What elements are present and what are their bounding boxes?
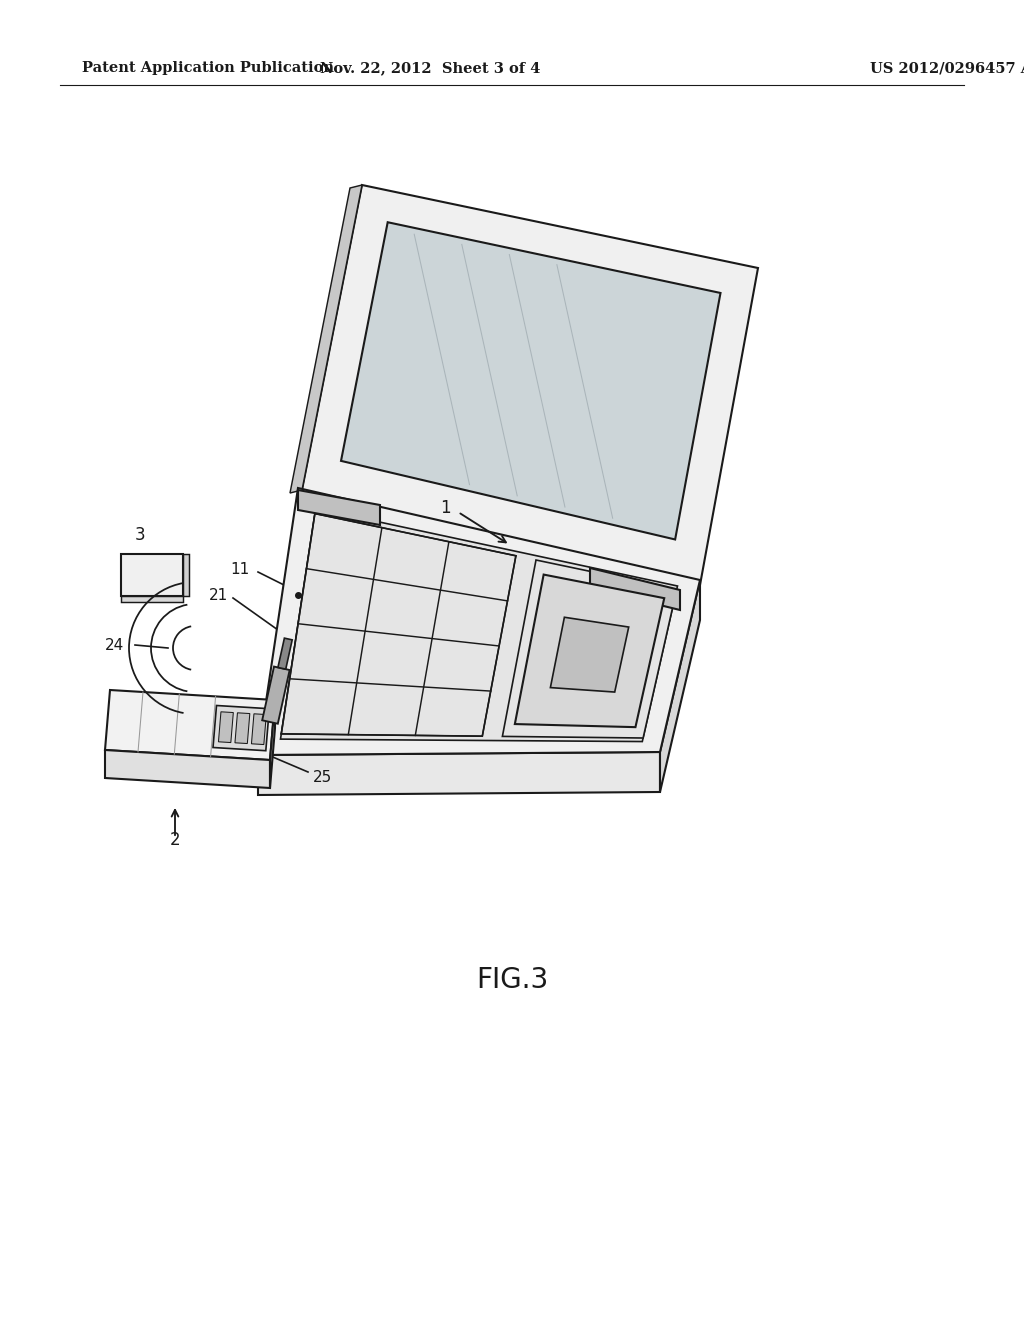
Polygon shape (503, 560, 677, 738)
Polygon shape (121, 554, 183, 597)
Polygon shape (262, 667, 290, 723)
Polygon shape (213, 705, 269, 751)
Polygon shape (258, 488, 700, 755)
Polygon shape (183, 554, 189, 597)
Polygon shape (302, 185, 758, 585)
Polygon shape (252, 714, 266, 744)
Polygon shape (281, 508, 678, 742)
Text: FIG.3: FIG.3 (476, 966, 548, 994)
Text: 24: 24 (105, 638, 125, 652)
Polygon shape (105, 750, 270, 788)
Text: 1: 1 (439, 499, 451, 517)
Text: 25: 25 (312, 771, 332, 785)
Text: US 2012/0296457 A1: US 2012/0296457 A1 (870, 61, 1024, 75)
Text: Nov. 22, 2012  Sheet 3 of 4: Nov. 22, 2012 Sheet 3 of 4 (319, 61, 541, 75)
Text: 2: 2 (170, 832, 180, 849)
Text: Patent Application Publication: Patent Application Publication (82, 61, 334, 75)
Polygon shape (290, 185, 362, 492)
Polygon shape (258, 752, 660, 795)
Polygon shape (270, 700, 275, 788)
Polygon shape (341, 222, 721, 540)
Polygon shape (660, 579, 700, 792)
Polygon shape (282, 513, 516, 737)
Polygon shape (105, 690, 275, 760)
Polygon shape (218, 711, 233, 743)
Polygon shape (278, 638, 292, 669)
Text: 3: 3 (135, 525, 145, 544)
Polygon shape (298, 490, 380, 525)
Polygon shape (550, 618, 629, 692)
Polygon shape (515, 574, 665, 727)
Polygon shape (590, 568, 680, 610)
Polygon shape (234, 713, 250, 743)
Text: 21: 21 (208, 587, 227, 602)
Polygon shape (121, 597, 183, 602)
Text: 11: 11 (230, 562, 250, 578)
